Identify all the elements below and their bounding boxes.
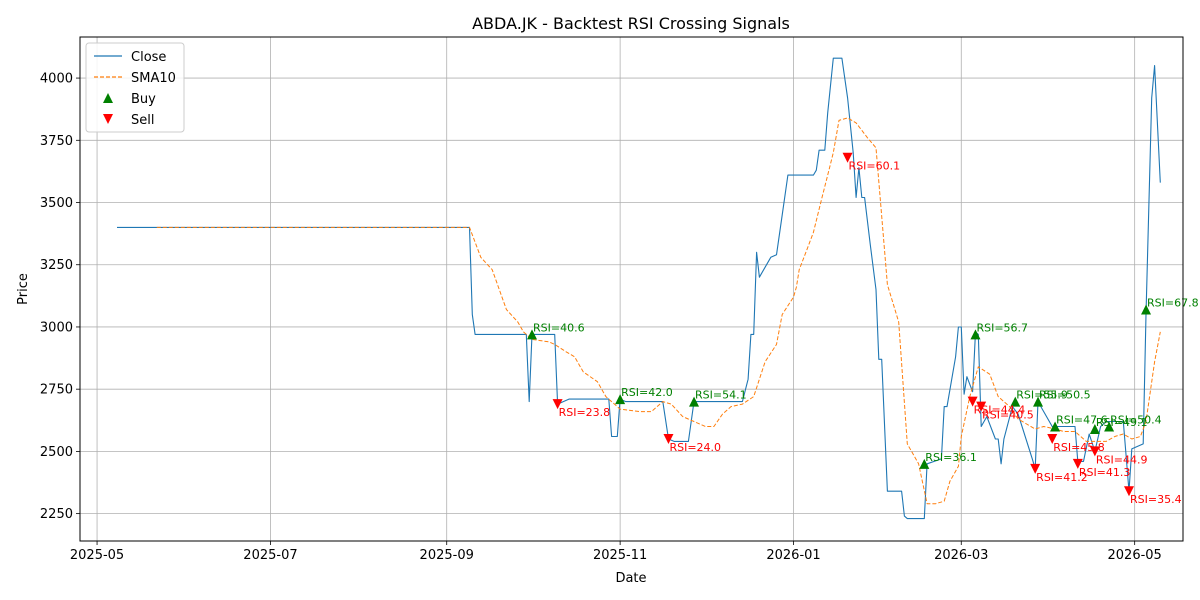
buy-marker — [1050, 421, 1061, 432]
sell-annotation: RSI=24.0 — [669, 441, 721, 454]
series-sma10-line — [156, 117, 1161, 505]
buy-marker — [1104, 421, 1115, 432]
y-tick-label: 3000 — [40, 320, 73, 335]
sell-marker — [1123, 486, 1134, 497]
x-tick-label: 2025-05 — [70, 548, 124, 563]
buy-marker — [919, 458, 930, 469]
y-tick-label: 3250 — [40, 258, 73, 273]
x-tick-label: 2025-09 — [420, 548, 474, 563]
buy-marker — [970, 329, 981, 340]
sell-annotation: RSI=41.3 — [1079, 466, 1131, 479]
chart-title: ABDA.JK - Backtest RSI Crossing Signals — [472, 14, 790, 33]
sell-annotation: RSI=35.4 — [1130, 493, 1182, 506]
buy-annotation: RSI=47.6 — [1056, 414, 1108, 427]
buy-annotation: RSI=67.8 — [1147, 297, 1199, 310]
y-tick-label: 3750 — [40, 134, 73, 149]
sell-annotation: RSI=44.4 — [974, 404, 1026, 417]
x-axis-label: Date — [615, 571, 646, 586]
sell-marker — [976, 401, 987, 412]
buy-marker — [615, 394, 626, 405]
buy-marker — [527, 329, 538, 340]
sell-marker — [552, 399, 563, 410]
buy-annotation: RSI=42.0 — [621, 386, 673, 399]
x-tick-label: 2025-11 — [593, 548, 647, 563]
legend-sma-label: SMA10 — [131, 71, 176, 86]
legend: Close SMA10 Buy Sell — [85, 42, 185, 133]
plot-frame — [79, 36, 1184, 542]
sell-annotation: RSI=23.8 — [559, 406, 611, 419]
x-tick-label: 2026-03 — [934, 548, 988, 563]
sell-annotation: RSI=41.2 — [1036, 471, 1088, 484]
sell-marker — [1089, 446, 1100, 457]
buy-marker — [1089, 424, 1100, 434]
grid — [80, 37, 1183, 541]
legend-sell-label: Sell — [131, 113, 154, 128]
axis-ticks: 2025-05 2025-07 2025-09 2025-11 2026-01 2026-… — [40, 72, 1162, 563]
y-axis-label: Price — [16, 273, 31, 305]
series-close-line — [117, 57, 1161, 520]
sell-marker — [663, 433, 674, 444]
x-tick-label: 2025-07 — [243, 548, 297, 563]
legend-sell-marker — [103, 114, 113, 124]
y-tick-label: 4000 — [40, 72, 73, 87]
x-tick-label: 2026-01 — [766, 548, 820, 563]
signal-markers: RSI=40.6 RSI=42.0 RSI=54.1 RSI=36.1 RSI=56.7… — [527, 152, 1199, 506]
legend-close-label: Close — [131, 50, 166, 65]
buy-marker — [1033, 396, 1044, 407]
buy-annotation: RSI=50.5 — [1039, 389, 1091, 402]
buy-annotation: RSI=40.6 — [533, 321, 585, 334]
legend-buy-label: Buy — [131, 92, 156, 107]
buy-annotation: RSI=36.1 — [925, 451, 977, 464]
series-layer — [117, 57, 1161, 520]
sell-annotation: RSI=45.8 — [1053, 441, 1105, 454]
y-tick-label: 3500 — [40, 196, 73, 211]
sell-marker — [842, 152, 853, 163]
buy-marker — [1010, 396, 1021, 407]
buy-marker — [1141, 304, 1152, 315]
buy-annotation: RSI=55.9 — [1016, 389, 1068, 402]
sell-annotation: RSI=44.9 — [1096, 453, 1148, 466]
x-tick-label: 2026-05 — [1108, 548, 1162, 563]
buy-annotation: RSI=54.1 — [695, 389, 747, 402]
y-tick-label: 2250 — [40, 507, 73, 522]
sell-marker — [1030, 463, 1041, 474]
sell-annotation: RSI=60.1 — [849, 160, 901, 173]
y-tick-label: 2500 — [40, 445, 73, 460]
legend-box — [85, 42, 185, 133]
sell-marker — [967, 396, 978, 407]
legend-buy-marker — [103, 93, 113, 103]
sell-marker — [1047, 433, 1058, 444]
sell-annotation: RSI=40.5 — [982, 409, 1034, 422]
sell-marker — [1072, 458, 1083, 469]
buy-marker — [689, 396, 700, 407]
buy-annotation: RSI=50.4 — [1110, 414, 1162, 427]
y-tick-label: 2750 — [40, 383, 73, 398]
buy-annotation: RSI=56.7 — [976, 321, 1028, 334]
